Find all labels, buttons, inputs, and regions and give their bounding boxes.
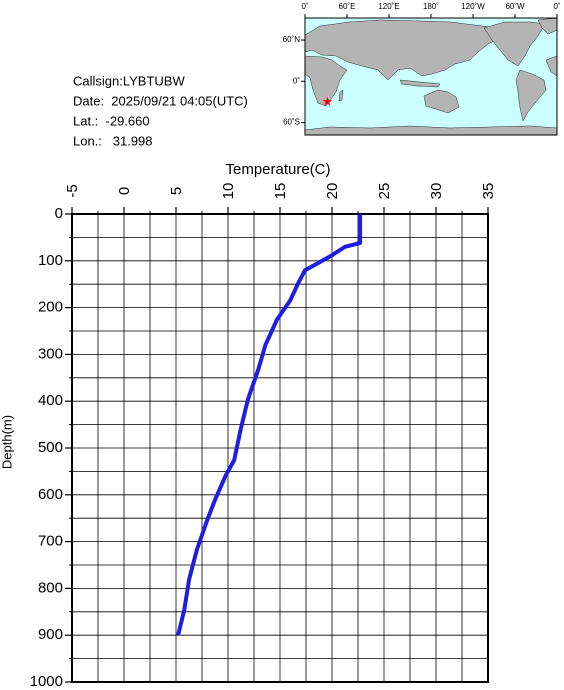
x-tick-label: 35 bbox=[480, 183, 497, 200]
x-tick-label: 25 bbox=[376, 183, 393, 200]
latitude: Lat.: -29.660 bbox=[73, 113, 150, 128]
madagascar bbox=[338, 89, 344, 102]
map-lat-label: 60˚S bbox=[283, 118, 300, 127]
map-lon-label: 0˚ bbox=[301, 2, 308, 11]
antarctica bbox=[304, 125, 558, 136]
x-tick-label: 5 bbox=[168, 187, 185, 195]
x-tick-label: -5 bbox=[64, 184, 81, 197]
y-tick-label: 400 bbox=[38, 392, 63, 409]
plot-frame bbox=[71, 213, 489, 683]
indonesia bbox=[399, 79, 441, 88]
north-america bbox=[483, 21, 546, 67]
y-tick-label: 900 bbox=[38, 626, 63, 643]
y-tick-label: 1000 bbox=[30, 673, 63, 690]
x-tick-label: 10 bbox=[220, 183, 237, 200]
map-lon-label: 120˚W bbox=[461, 2, 485, 11]
x-tick-label: 15 bbox=[272, 183, 289, 200]
date: Date: 2025/09/21 04:05(UTC) bbox=[73, 93, 248, 108]
map-lat-label: 0˚ bbox=[293, 76, 300, 85]
y-tick-label: 600 bbox=[38, 486, 63, 503]
map bbox=[304, 17, 558, 136]
map-lon-label: 120˚E bbox=[378, 2, 399, 11]
y-axis-label: Depth(m) bbox=[0, 415, 14, 469]
eurasia bbox=[304, 19, 501, 81]
station-marker bbox=[322, 96, 333, 106]
australia bbox=[423, 89, 460, 114]
x-tick-label: 0 bbox=[116, 187, 133, 195]
y-tick-label: 100 bbox=[38, 252, 63, 269]
africa bbox=[304, 55, 348, 107]
y-tick-label: 800 bbox=[38, 579, 63, 596]
y-tick-label: 300 bbox=[38, 345, 63, 362]
map-lat-label: 60˚N bbox=[283, 35, 301, 44]
profile-line bbox=[176, 214, 363, 636]
south-america bbox=[515, 69, 547, 122]
map-lon-label: 0˚ bbox=[553, 2, 560, 11]
map-lon-label: 60˚E bbox=[339, 2, 356, 11]
callsign: Callsign:LYBTUBW bbox=[73, 73, 185, 88]
map-lon-label: 60˚W bbox=[505, 2, 525, 11]
y-tick-label: 200 bbox=[38, 299, 63, 316]
x-tick-label: 20 bbox=[324, 183, 341, 200]
y-tick-label: 500 bbox=[38, 439, 63, 456]
x-axis-label: Temperature(C) bbox=[225, 161, 330, 178]
x-tick-label: 30 bbox=[428, 183, 445, 200]
map-lon-label: 180˚ bbox=[423, 2, 439, 11]
longitude: Lon.: 31.998 bbox=[73, 133, 153, 148]
y-tick-label: 0 bbox=[55, 205, 63, 222]
y-tick-label: 700 bbox=[38, 533, 63, 550]
